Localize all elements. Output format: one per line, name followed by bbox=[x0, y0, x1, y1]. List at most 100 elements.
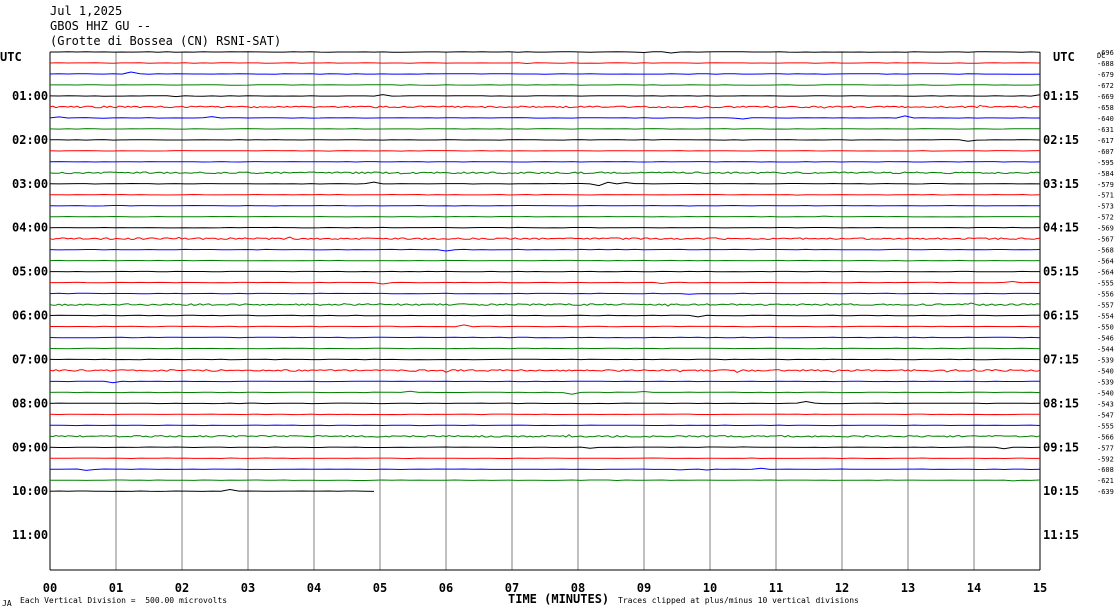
dc-offset-label: -555 bbox=[1097, 280, 1114, 288]
dc-offset-label: -621 bbox=[1097, 477, 1114, 485]
x-tick-label: 00 bbox=[43, 581, 57, 595]
right-hour-label: 03:15 bbox=[1043, 177, 1079, 191]
dc-offset-label: -540 bbox=[1097, 389, 1114, 397]
dc-offset-label: -554 bbox=[1097, 313, 1114, 321]
left-hour-label: 06:00 bbox=[12, 309, 48, 323]
seismic-trace bbox=[49, 139, 1041, 142]
seismic-trace bbox=[49, 368, 1041, 373]
right-hour-label: 10:15 bbox=[1043, 484, 1079, 498]
header-date: Jul 1,2025 bbox=[50, 4, 123, 18]
seismic-trace bbox=[49, 236, 1041, 241]
dc-offset-label: -669 bbox=[1097, 93, 1114, 101]
x-tick-label: 09 bbox=[637, 581, 651, 595]
dc-offset-label: -539 bbox=[1097, 356, 1114, 364]
seismic-trace bbox=[49, 128, 1040, 130]
seismic-trace bbox=[49, 424, 1041, 427]
seismic-trace bbox=[49, 314, 1040, 318]
right-hour-label: 04:15 bbox=[1043, 221, 1079, 235]
dc-offset-label: -579 bbox=[1097, 181, 1114, 189]
dc-offset-label: -573 bbox=[1097, 203, 1114, 211]
seismic-trace bbox=[49, 226, 1041, 229]
right-hour-label: 07:15 bbox=[1043, 352, 1079, 366]
header-station: GBOS HHZ GU -- bbox=[50, 19, 152, 33]
seismic-trace bbox=[49, 302, 1041, 307]
dc-offset-label: -547 bbox=[1097, 411, 1114, 419]
x-tick-label: 06 bbox=[439, 581, 453, 595]
seismic-trace bbox=[49, 171, 1041, 175]
footer-division: Each Vertical Division = 500.00 microvol… bbox=[20, 596, 228, 605]
right-hour-label: 06:15 bbox=[1043, 309, 1079, 323]
seismic-trace bbox=[49, 181, 1041, 187]
seismic-trace bbox=[49, 94, 1041, 98]
seismic-trace bbox=[50, 380, 1040, 384]
seismic-trace bbox=[49, 413, 1041, 416]
dc-offset-label: -584 bbox=[1097, 170, 1114, 178]
x-tick-label: 02 bbox=[175, 581, 189, 595]
dc-offset-label: -564 bbox=[1097, 258, 1114, 266]
seismic-trace bbox=[50, 84, 1041, 86]
x-tick-labels: 00 01 02 03 04 05 06 07 08 09 10 11 12 13 14 15 bbox=[43, 581, 1047, 595]
seismic-trace bbox=[49, 390, 1041, 395]
left-hour-label: 09:00 bbox=[12, 440, 48, 454]
seismic-trace bbox=[49, 358, 1041, 361]
dc-offset-label: -658 bbox=[1097, 104, 1114, 112]
left-hour-label: 11:00 bbox=[12, 528, 48, 542]
dc-offset-label: -592 bbox=[1097, 455, 1114, 463]
right-hour-label: 01:15 bbox=[1043, 89, 1079, 103]
left-hour-label: 10:00 bbox=[12, 484, 48, 498]
dc-offset-label: -557 bbox=[1097, 302, 1114, 310]
left-hour-label: 02:00 bbox=[12, 133, 48, 147]
x-tick-label: 12 bbox=[835, 581, 849, 595]
seismic-trace bbox=[49, 400, 1041, 405]
right-hour-labels: 01:15 02:15 03:15 04:15 05:15 06:15 07:15 08:15… bbox=[1043, 89, 1079, 542]
x-tick-label: 01 bbox=[109, 581, 123, 595]
seismic-trace bbox=[49, 115, 1040, 120]
x-tick-label: 10 bbox=[703, 581, 717, 595]
seismic-trace bbox=[49, 446, 1041, 450]
dc-label: DC bbox=[1097, 52, 1105, 60]
footer-clip-note: Traces clipped at plus/minus 10 vertical… bbox=[618, 596, 859, 605]
dc-offset-label: -544 bbox=[1097, 346, 1114, 354]
footer-corner-mark: JA bbox=[2, 599, 12, 608]
dc-offset-label: -546 bbox=[1097, 335, 1114, 343]
seismic-trace bbox=[50, 479, 1041, 482]
dc-offset-label: -679 bbox=[1097, 71, 1114, 79]
dc-offset-label: -567 bbox=[1097, 236, 1114, 244]
x-tick-label: 15 bbox=[1033, 581, 1047, 595]
dc-offset-label: -696 bbox=[1097, 49, 1114, 57]
dc-offset-label: -572 bbox=[1097, 214, 1114, 222]
x-tick-label: 14 bbox=[967, 581, 981, 595]
right-hour-label: 05:15 bbox=[1043, 265, 1079, 279]
x-tick-label: 08 bbox=[571, 581, 585, 595]
seismic-trace bbox=[50, 324, 1041, 328]
dc-offset-label: -566 bbox=[1097, 433, 1114, 441]
dc-offset-label: -540 bbox=[1097, 367, 1114, 375]
dc-offset-label: -569 bbox=[1097, 225, 1114, 233]
left-utc-label: UTC bbox=[0, 50, 22, 64]
dc-offset-label: -617 bbox=[1097, 137, 1114, 145]
right-utc-label: UTC bbox=[1053, 50, 1075, 64]
seismic-trace bbox=[50, 51, 1041, 54]
dc-offset-label: -556 bbox=[1097, 291, 1114, 299]
dc-offset-label: -555 bbox=[1097, 422, 1114, 430]
seismic-trace bbox=[49, 347, 1041, 350]
dc-offset-label: -639 bbox=[1097, 488, 1114, 496]
left-hour-label: 08:00 bbox=[12, 396, 48, 410]
x-tick-label: 05 bbox=[373, 581, 387, 595]
dc-offset-label: -688 bbox=[1097, 60, 1114, 68]
seismic-trace bbox=[49, 71, 1041, 75]
dc-offset-label: -595 bbox=[1097, 159, 1114, 167]
seismic-trace bbox=[49, 150, 1041, 152]
seismic-trace bbox=[49, 292, 1041, 295]
seismic-trace bbox=[49, 62, 1041, 65]
dc-offset-label: -672 bbox=[1097, 82, 1114, 90]
dc-offset-label: -631 bbox=[1097, 126, 1114, 134]
dc-offset-label: -539 bbox=[1097, 378, 1114, 386]
seismic-trace bbox=[49, 457, 1040, 460]
seismic-trace bbox=[49, 248, 1041, 252]
seismic-trace bbox=[50, 280, 1041, 285]
right-hour-label: 02:15 bbox=[1043, 133, 1079, 147]
x-tick-label: 04 bbox=[307, 581, 321, 595]
dc-offset-label: -550 bbox=[1097, 324, 1114, 332]
